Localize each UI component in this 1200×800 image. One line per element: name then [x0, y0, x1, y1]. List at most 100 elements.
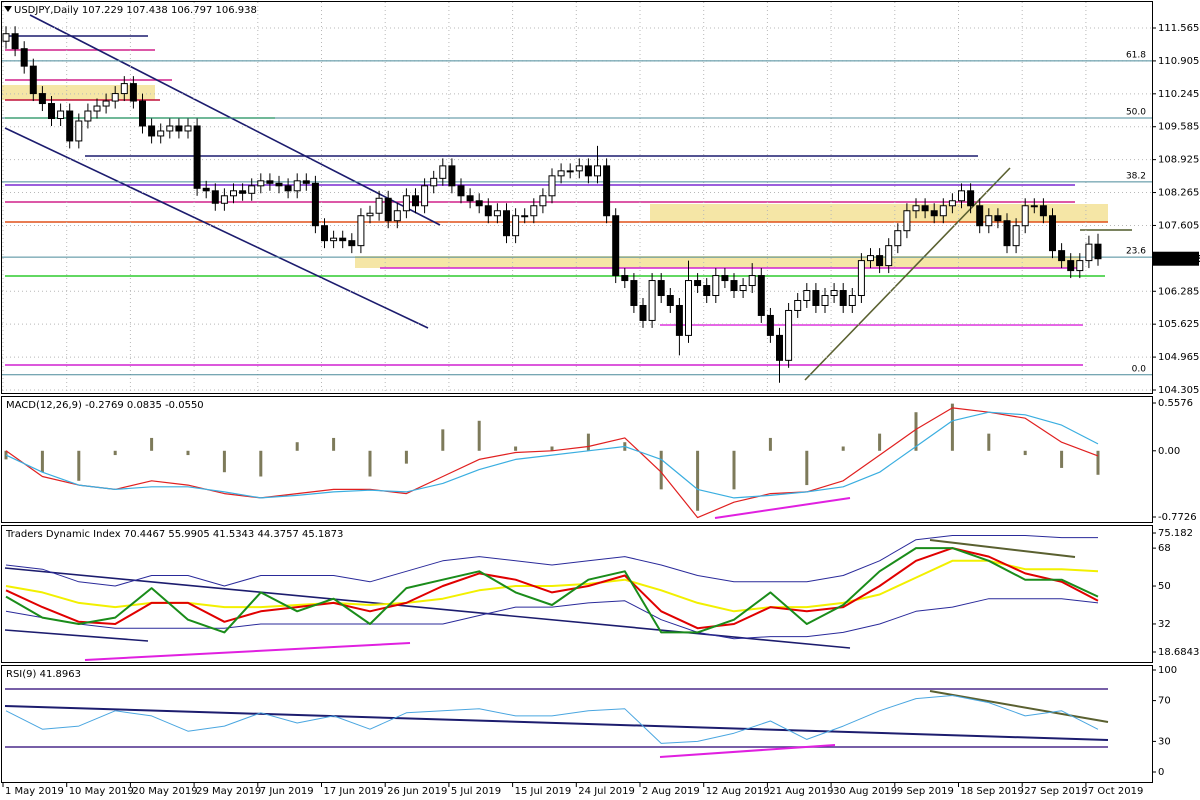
y-tick-label: 0.00 — [1158, 446, 1180, 457]
candle-body — [839, 290, 847, 306]
pane-title: RSI(9) 41.8963 — [6, 669, 81, 680]
candle-body — [293, 180, 301, 192]
histogram-bar — [186, 450, 190, 456]
y-tick-label: 100 — [1158, 665, 1177, 676]
candle-body — [666, 295, 674, 306]
histogram-bar — [222, 450, 226, 473]
candle-body — [202, 187, 210, 192]
candle-body — [830, 290, 838, 297]
histogram-bar — [4, 450, 8, 460]
histogram-bar — [659, 450, 663, 490]
candle-body — [603, 165, 611, 217]
trend-line — [4, 629, 149, 642]
candle-body — [958, 190, 965, 202]
current-price-label: 106.938 — [1157, 254, 1200, 265]
indicator-line — [5, 407, 1099, 519]
candle-body — [575, 165, 583, 172]
histogram-bar — [40, 450, 44, 473]
candle-body — [503, 210, 510, 237]
histogram-bar — [477, 420, 481, 451]
y-tick-label: 108.265 — [1158, 188, 1199, 199]
candle-body — [220, 195, 228, 204]
candle-body — [29, 65, 37, 95]
x-tick-label: 21 Aug 2019 — [769, 786, 833, 797]
candle-body — [421, 185, 429, 207]
indicator-line — [5, 547, 1099, 634]
candle-body — [66, 110, 74, 142]
histogram-bar — [550, 446, 554, 451]
x-tick-label: 24 Jul 2019 — [578, 786, 635, 797]
histogram-bar — [150, 437, 154, 451]
y-tick-label: 30 — [1158, 736, 1171, 747]
trend-line — [4, 705, 1109, 741]
candle-body — [885, 245, 893, 267]
histogram-bar — [1096, 450, 1100, 475]
candle-body — [903, 210, 911, 232]
candle-body — [120, 83, 128, 95]
candle-body — [129, 83, 137, 102]
candle-body — [184, 125, 192, 132]
pane-title: Traders Dynamic Index 70.4467 55.9905 41… — [5, 529, 343, 540]
candle-body — [703, 285, 711, 297]
x-tick-label: 18 Sep 2019 — [961, 786, 1024, 797]
x-tick-label: 7 Jun 2019 — [260, 786, 314, 797]
candle-body — [848, 295, 856, 306]
y-tick-label: 104.305 — [1158, 385, 1199, 396]
histogram-bar — [1023, 450, 1027, 456]
candle-body — [739, 285, 747, 292]
price-pane — [1, 1, 1153, 394]
candle-body — [867, 255, 874, 262]
divergence-line — [929, 539, 1076, 558]
candle-body — [594, 165, 601, 177]
zones — [2, 85, 1108, 268]
pane-title: MACD(12,26,9) -0.2769 0.0835 -0.0550 — [6, 400, 204, 411]
x-tick-label: 7 Oct 2019 — [1088, 786, 1143, 797]
indicator-line — [5, 547, 1099, 630]
histogram-bar — [404, 450, 408, 464]
x-tick-label: 30 Aug 2019 — [833, 786, 897, 797]
candle-body — [284, 185, 292, 192]
candle-body — [985, 215, 993, 227]
candle-body — [566, 170, 574, 173]
candle-body — [475, 200, 483, 207]
divergence-line — [714, 497, 851, 519]
candle-body — [548, 175, 556, 197]
x-tick-label: 5 Jul 2019 — [451, 786, 501, 797]
x-tick-label: 1 May 2019 — [5, 786, 64, 797]
histogram-bar — [805, 450, 809, 486]
candle-body — [211, 190, 219, 204]
x-tick-label: 10 May 2019 — [69, 786, 134, 797]
trend-line — [804, 167, 1011, 381]
candle-body — [757, 275, 765, 316]
histogram-bar — [332, 437, 336, 451]
candle-body — [257, 180, 265, 187]
histogram-bar — [987, 433, 991, 451]
candle-body — [348, 240, 356, 247]
y-tick-label: 105.625 — [1158, 319, 1199, 330]
x-tick-label: 15 Jul 2019 — [515, 786, 572, 797]
y-tick-label: 70 — [1158, 696, 1171, 707]
histogram-bar — [768, 437, 772, 451]
candle-body — [84, 110, 92, 122]
candle-body — [166, 125, 174, 132]
candle-body — [685, 280, 692, 336]
rsi-pane — [1, 665, 1153, 783]
candle-body — [1039, 205, 1047, 217]
histogram-bar — [77, 450, 81, 481]
candle-body — [1085, 243, 1093, 262]
x-tick-label: 2 Aug 2019 — [642, 786, 700, 797]
y-tick-label: 104.965 — [1158, 352, 1199, 363]
histogram-bar — [1060, 450, 1064, 468]
candle-body — [484, 205, 492, 217]
candle-body — [402, 195, 410, 212]
candle-body — [648, 280, 656, 321]
candle-body — [1012, 225, 1020, 247]
candle-body — [939, 205, 947, 217]
indicator-line — [5, 535, 1098, 587]
zone — [355, 256, 1080, 268]
macd-pane — [1, 396, 1153, 523]
candle-body — [148, 125, 156, 137]
candle-body — [366, 212, 374, 217]
candle-body — [976, 205, 984, 227]
